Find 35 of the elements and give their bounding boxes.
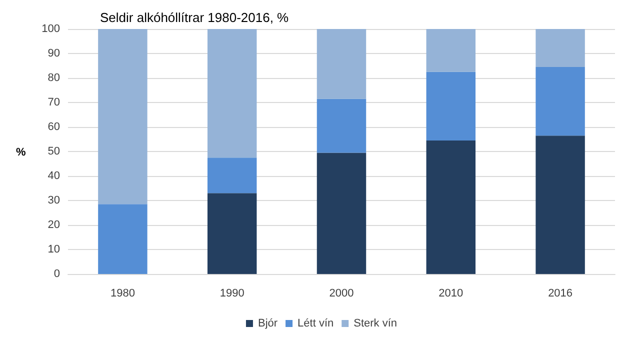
bar [536,66,585,136]
legend-label: Bjór [258,318,278,330]
legend-label: Sterk vín [354,318,398,330]
y-tick-label: 50 [48,146,60,158]
x-tick-label: 2016 [548,288,573,300]
y-tick-label: 40 [48,170,60,182]
y-tick-label: 60 [48,121,60,133]
bar [536,136,585,274]
chart-title: Seldir alkóhóllítrar 1980-2016, % [100,10,290,25]
x-tick-label: 1990 [220,288,244,300]
bar [426,72,476,140]
bar [207,193,257,274]
bar [426,140,476,274]
bar [316,152,366,274]
bar [98,204,148,274]
x-tick-label: 2010 [438,288,464,300]
bar [426,29,476,72]
legend-label: Létt vín [298,318,334,330]
y-axis-title: % [16,146,26,158]
bar [98,29,148,204]
y-tick-label: 0 [54,268,60,280]
x-tick-label: 2000 [329,288,354,300]
y-tick-label: 10 [48,244,60,256]
y-tick-label: 100 [42,23,60,35]
x-tick-label: 1980 [110,288,135,300]
y-tick-label: 30 [48,194,60,206]
y-tick-label: 70 [48,96,60,108]
bar [316,29,366,99]
y-tick-label: 20 [48,219,60,231]
y-tick-label: 80 [48,72,60,84]
bar [536,29,585,67]
bar [207,158,257,194]
bar [207,29,257,158]
y-tick-label: 90 [48,48,60,60]
bar [316,98,366,153]
